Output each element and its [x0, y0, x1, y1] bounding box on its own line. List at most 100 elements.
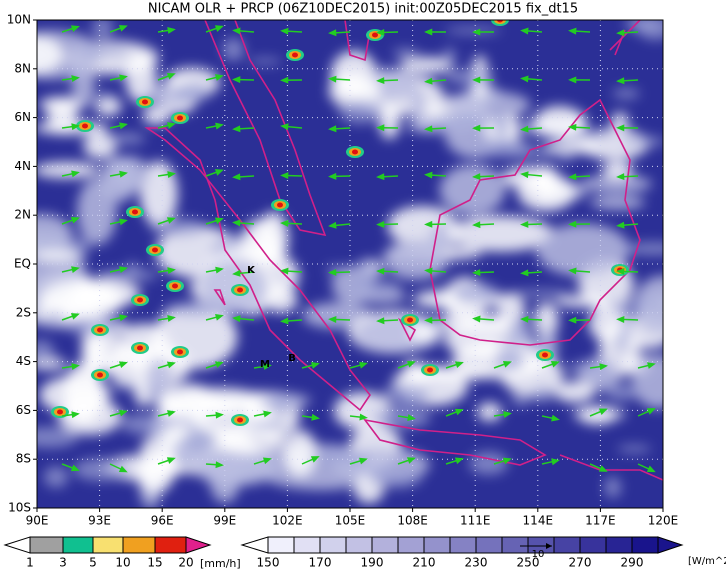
cloud: [213, 427, 286, 454]
lon-label: 117E: [585, 514, 616, 528]
wind-arrow-head: [406, 360, 416, 368]
colorbar-box: [475, 536, 503, 554]
cloud: [176, 457, 193, 469]
cloud: [623, 242, 663, 255]
wind-arrow-head: [232, 315, 241, 323]
wind-arrow-head: [568, 316, 577, 324]
wind-arrow-head: [551, 458, 560, 466]
lat-label: 8S: [16, 452, 31, 466]
wind-arrow-head: [520, 171, 529, 179]
wind-arrow-head: [568, 76, 577, 84]
precip-cell: [97, 372, 103, 378]
precip-cell: [82, 123, 88, 129]
cloud: [601, 160, 633, 179]
cloud: [501, 166, 556, 190]
cloud: [43, 466, 69, 488]
cloud: [37, 250, 83, 262]
wind-arrow-head: [118, 361, 128, 369]
precip-cell: [172, 283, 178, 289]
cloud: [73, 458, 129, 481]
colorbar-box: [631, 536, 659, 554]
wind-arrow-head: [472, 315, 481, 323]
colorbar-unit: [W/m^2]: [688, 556, 726, 567]
wind-arrow-head: [232, 27, 241, 35]
wind-arrow-head: [119, 122, 128, 130]
wind-arrow-head: [71, 266, 80, 274]
colorbar-box: [579, 536, 607, 554]
wind-arrow-head: [424, 171, 433, 179]
wind-arrow-head: [328, 221, 337, 229]
wind-arrow-head: [215, 266, 224, 274]
wind-arrow-head: [215, 74, 224, 81]
precip-cell: [542, 352, 548, 358]
wind-arrow-head: [263, 410, 272, 418]
precip-cell: [152, 247, 158, 253]
colorbar-label: 10: [115, 556, 130, 570]
colorbar-label: 290: [621, 556, 644, 570]
colorbar-label: 270: [569, 556, 592, 570]
wind-arrow-head: [166, 72, 176, 80]
cloud: [38, 96, 85, 113]
legends: 1 3 5 10 15 20 [mm/h] 150 170 190 210 230 250 270 290 […: [3, 536, 726, 570]
wind-arrow-head: [376, 124, 385, 132]
wind-arrow-head: [616, 29, 625, 37]
cloud: [530, 386, 554, 403]
cloud-field: [37, 20, 663, 508]
lat-label: 6N: [14, 110, 31, 124]
wind-arrow-head: [472, 28, 481, 36]
lon-label: 111E: [460, 514, 491, 528]
cloud: [69, 238, 90, 257]
wind-arrow-head: [358, 457, 368, 465]
colorbar-end: [3, 536, 31, 554]
cloud: [150, 218, 207, 237]
cloud: [258, 398, 294, 410]
precip-cell: [372, 32, 378, 38]
lon-label: 90E: [26, 514, 49, 528]
wind-arrow-head: [119, 74, 128, 82]
wind-arrow-head: [568, 173, 577, 181]
wind-vectors: [61, 25, 656, 473]
colorbar-box: [293, 536, 321, 554]
lat-label: 4S: [16, 354, 31, 368]
wind-arrow-head: [616, 173, 625, 181]
cloud: [578, 133, 615, 140]
wind-arrow-head: [232, 219, 241, 227]
wind-arrow-head: [232, 173, 241, 181]
wind-arrow-head: [568, 27, 577, 35]
wind-arrow-head: [599, 363, 608, 371]
cloud: [558, 149, 572, 163]
wind-arrow-head: [376, 267, 385, 275]
cloud: [37, 426, 79, 448]
lon-label: 96E: [151, 514, 174, 528]
cloud: [71, 61, 95, 109]
wind-arrow-head: [311, 361, 320, 369]
colorbar-end: [185, 536, 212, 554]
colorbar-box: [319, 536, 347, 554]
wind-arrow-head: [280, 172, 289, 180]
wind-arrow-head: [359, 413, 368, 421]
cloud: [109, 383, 140, 391]
cloud: [383, 239, 449, 280]
cloud: [95, 92, 114, 103]
colorbar-box: [397, 536, 425, 554]
precip-cell: [97, 327, 103, 333]
cloud: [45, 311, 64, 323]
colorbar-end: [240, 536, 269, 554]
wind-arrow-head: [520, 315, 529, 323]
precip-cell: [292, 52, 298, 58]
lon-label: 99E: [213, 514, 236, 528]
cloud: [175, 83, 212, 103]
cloud: [309, 449, 371, 465]
precip-cell: [177, 115, 183, 121]
cloud: [248, 58, 282, 65]
cloud: [492, 117, 512, 136]
wind-arrow-head: [328, 172, 337, 180]
wind-arrow-head: [424, 220, 433, 228]
wind-arrow-head: [119, 218, 128, 226]
cloud: [345, 279, 402, 296]
colorbar-label: 190: [361, 556, 384, 570]
colorbar-box: [501, 536, 529, 554]
wind-arrow-head: [472, 76, 481, 84]
colorbar-box: [423, 536, 451, 554]
wind-arrow-head: [472, 173, 481, 181]
